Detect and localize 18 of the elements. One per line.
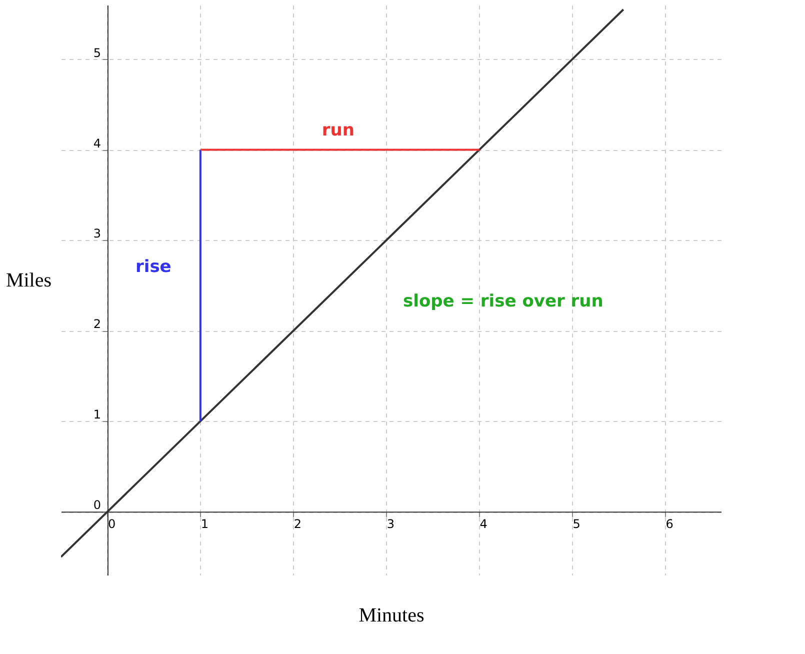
annotation: slope = rise over run: [403, 291, 604, 312]
y-tick-label: 4: [93, 136, 101, 150]
y-axis-title: Miles: [6, 270, 52, 292]
y-tick-label: 0: [93, 498, 101, 512]
x-tick-label: 5: [572, 517, 580, 532]
y-tick-label: 2: [93, 317, 101, 332]
x-tick-label: 6: [666, 517, 674, 532]
x-tick-label: 4: [480, 517, 488, 532]
x-tick-label: 0: [108, 517, 116, 532]
y-tick-label: 1: [93, 408, 101, 422]
x-tick-label: 3: [386, 517, 394, 532]
annotation: rise: [135, 257, 172, 278]
y-tick-label: 3: [93, 226, 101, 241]
x-tick-label: 1: [200, 517, 209, 532]
y-tick-label: 5: [93, 46, 101, 60]
annotation: run: [322, 120, 354, 140]
x-tick-label: 2: [294, 517, 302, 532]
x-axis-title: Minutes: [358, 604, 424, 626]
